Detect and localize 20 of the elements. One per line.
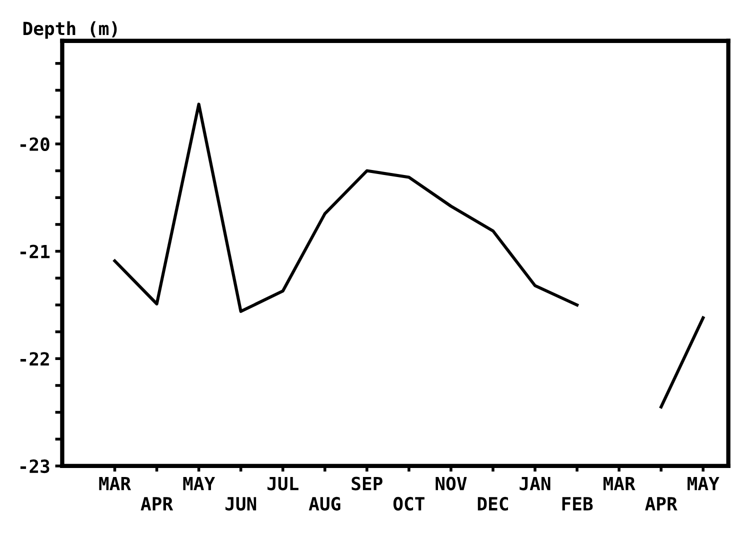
x-tick-label: SEP (352, 476, 382, 490)
y-tick-label: -22 (20, 352, 49, 366)
x-tick-label: APR (645, 497, 678, 510)
x-tick-label: NOV (436, 476, 467, 490)
x-tick-label: DEC (478, 496, 508, 511)
x-tick-label: MAR (604, 476, 636, 490)
x-tick-label: JUL (268, 476, 298, 490)
x-tick-label: AUG (308, 496, 340, 511)
x-tick-label: APR (140, 497, 174, 510)
y-tick-label: -20 (20, 137, 50, 152)
x-tick-label: JUN (225, 497, 256, 511)
x-tick-label: MAY (183, 476, 216, 490)
x-tick-label: OCT (393, 496, 424, 511)
x-tick-label: MAR (99, 476, 132, 490)
x-tick-label: MAY (688, 476, 720, 490)
y-axis-title: Depth (m) (23, 21, 117, 39)
y-tick-label: -23 (20, 459, 50, 474)
y-tick-label: -21 (20, 244, 50, 258)
x-tick-label: FEB (562, 497, 593, 510)
x-tick-label: JAN (520, 476, 550, 490)
